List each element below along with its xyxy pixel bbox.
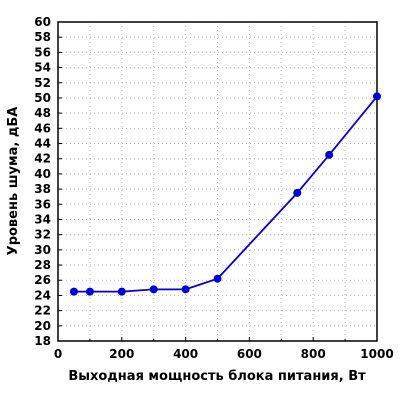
y-tick-label: 26 bbox=[34, 273, 51, 287]
y-tick-label: 30 bbox=[34, 243, 51, 257]
y-tick-label: 44 bbox=[34, 137, 51, 151]
y-tick-label: 20 bbox=[34, 319, 51, 333]
y-tick-label: 56 bbox=[34, 45, 51, 59]
grid bbox=[58, 22, 377, 341]
series-line bbox=[73, 95, 378, 293]
x-tick-label: 0 bbox=[54, 347, 62, 361]
y-tick-label: 36 bbox=[34, 197, 51, 211]
x-tick-label: 1000 bbox=[360, 347, 393, 361]
y-tick-label: 18 bbox=[34, 334, 51, 348]
y-tick-label: 28 bbox=[34, 258, 51, 272]
data-point bbox=[69, 287, 78, 296]
y-tick-label: 60 bbox=[34, 15, 51, 29]
y-tick-label: 42 bbox=[34, 152, 51, 166]
y-tick-label: 34 bbox=[34, 212, 51, 226]
data-point bbox=[117, 287, 126, 296]
plot-frame bbox=[57, 21, 378, 342]
x-axis-label: Выходная мощность блока питания, Вт bbox=[68, 369, 366, 384]
y-tick-label: 38 bbox=[34, 182, 51, 196]
data-point bbox=[325, 150, 334, 159]
y-axis-label: Уровень шума, дБА bbox=[6, 107, 21, 256]
y-tick-label: 32 bbox=[34, 228, 51, 242]
x-tick-label: 600 bbox=[237, 347, 262, 361]
data-point bbox=[213, 274, 222, 283]
data-point bbox=[149, 285, 158, 294]
y-tick-label: 50 bbox=[34, 91, 51, 105]
x-tick-label: 200 bbox=[109, 347, 134, 361]
ticks: 0 200 400 600 800 100018202224262830323436384… bbox=[34, 15, 393, 361]
y-tick-label: 40 bbox=[34, 167, 51, 181]
y-tick-label: 46 bbox=[34, 121, 51, 135]
data-point bbox=[373, 92, 381, 101]
y-tick-label: 48 bbox=[34, 106, 51, 120]
y-tick-label: 22 bbox=[34, 304, 51, 318]
data-point bbox=[181, 285, 190, 294]
x-tick-label: 800 bbox=[301, 347, 326, 361]
data-point bbox=[293, 188, 302, 197]
series bbox=[69, 92, 381, 296]
y-tick-label: 52 bbox=[34, 76, 51, 90]
data-point bbox=[85, 287, 94, 296]
y-tick-label: 24 bbox=[34, 288, 51, 302]
x-tick-label: 400 bbox=[173, 347, 198, 361]
y-tick-label: 54 bbox=[34, 61, 51, 75]
y-tick-label: 58 bbox=[34, 30, 51, 44]
